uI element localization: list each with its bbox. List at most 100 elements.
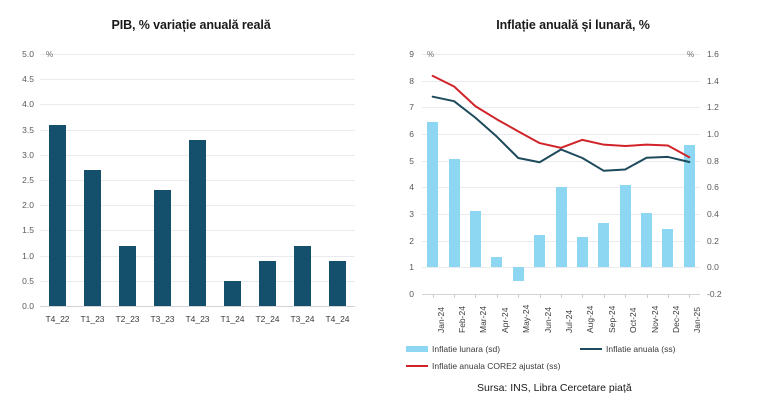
plot-area-pib (40, 54, 355, 307)
x-axis-tickmark (539, 294, 541, 298)
y-axis-tick-label: 5.0 (22, 49, 34, 59)
x-axis-tickmark (603, 294, 605, 298)
y-axis-left-tick-label: 4 (409, 182, 414, 193)
y-axis-left-tick-label: 6 (409, 129, 414, 139)
y-axis-tick-label: 4.5 (22, 74, 34, 85)
legend-swatch-bar-icon (406, 346, 428, 353)
bar[interactable] (189, 139, 206, 306)
x-axis-tickmark (689, 294, 691, 298)
line-series[interactable] (431, 95, 691, 172)
y-axis-left-tick-label: 3 (409, 209, 414, 219)
x-axis-tick-label: T3_24 (290, 314, 315, 324)
x-axis-tick-label: Jun-24 (542, 307, 553, 333)
y-axis-tick-label: 1.0 (22, 250, 34, 261)
x-axis-tick-label: Jul-24 (564, 309, 574, 333)
y-axis-right-tick-label: 0.2 (707, 235, 719, 246)
y-axis-right-tick-label: 0.8 (707, 155, 719, 166)
bar[interactable] (84, 169, 101, 306)
y-unit-label-left-inflatie: % (427, 50, 435, 59)
legend-swatch-line-icon (580, 348, 602, 351)
bar[interactable] (683, 144, 695, 268)
x-axis-tickmark (454, 294, 456, 298)
chart-pib: PIB, % variație anuală reală 0.0 0.5 1.0 1.… (22, 18, 355, 324)
gridline (422, 107, 700, 109)
lines-inflatie (431, 74, 691, 172)
gridline (40, 129, 355, 131)
y-axis-right-tick-label: 1.0 (707, 129, 719, 139)
x-axis-tick-label: T1_23 (80, 314, 105, 324)
bar[interactable] (555, 187, 567, 268)
x-axis-tick-label: Jan-25 (692, 307, 703, 333)
bar[interactable] (154, 190, 171, 306)
bar[interactable] (329, 260, 346, 306)
bar[interactable] (427, 122, 439, 268)
gridline (422, 160, 700, 162)
x-axis-tick-label: T1_24 (220, 314, 245, 324)
source-note: Sursa: INS, Libra Cercetare piață (477, 382, 632, 394)
x-axis-tick-label: May-24 (521, 304, 532, 333)
y-axis-right-tick-label: -0.2 (707, 289, 722, 299)
bar[interactable] (491, 256, 503, 268)
y-axis-tick-label: 3.5 (22, 124, 34, 135)
x-axis-tick-label: T3_23 (150, 314, 175, 324)
y-axis-tick-label: 1.5 (22, 225, 34, 236)
bar[interactable] (598, 223, 610, 268)
x-axis-tickmark (432, 294, 434, 298)
x-axis-tick-label: T2_23 (115, 314, 140, 324)
legend-label: Inflatie lunara (sd) (432, 344, 501, 354)
x-axis-tick-label: T4_22 (45, 314, 70, 324)
gridline (422, 267, 700, 269)
bar[interactable] (224, 280, 241, 306)
x-axis-tickmark (582, 294, 584, 298)
x-axis-tickmark (625, 294, 627, 298)
y-axis-left-tick-label: 8 (409, 75, 414, 86)
y-axis-left-tick-label: 7 (409, 102, 414, 113)
bar[interactable] (641, 212, 653, 268)
y-axis-right-tick-label: 1.2 (707, 102, 719, 113)
y-axis-right-tick-label: 1.4 (707, 75, 719, 86)
bar[interactable] (662, 228, 674, 268)
x-axis-tick-label: Sep-24 (606, 305, 617, 333)
legend-item-inflatie-anuala[interactable]: Inflatie anuala (ss) (580, 345, 675, 354)
plot-area-inflatie (422, 54, 700, 295)
bar[interactable] (259, 260, 276, 306)
x-axis-tickmark (496, 294, 498, 298)
x-axis-tick-label: T2_24 (255, 314, 280, 324)
x-axis-tick-label: Feb-24 (457, 306, 468, 333)
bar[interactable] (576, 236, 588, 268)
bar[interactable] (619, 184, 631, 268)
x-axis-tickmark (646, 294, 648, 298)
bar[interactable] (534, 235, 546, 268)
legend-item-core2[interactable]: Inflatie anuala CORE2 ajustat (ss) (406, 362, 561, 371)
bar[interactable] (469, 211, 481, 268)
y-axis-tick-label: 2.0 (22, 200, 34, 211)
y-axis-left-tick-label: 9 (409, 49, 414, 59)
line-series[interactable] (431, 74, 691, 159)
gridline (40, 306, 355, 307)
bar[interactable] (49, 124, 66, 306)
y-axis-left-tick-label: 1 (409, 262, 414, 273)
legend-label: Inflatie anuala CORE2 ajustat (ss) (432, 361, 561, 371)
bar[interactable] (448, 159, 460, 268)
x-axis-tick-label: Apr-24 (499, 307, 510, 333)
legend-item-inflatie-lunara[interactable]: Inflatie lunara (sd) (406, 345, 500, 354)
y-axis-right-tick-label: 0.4 (707, 209, 719, 219)
y-axis-tick-label: 0.0 (22, 301, 34, 311)
y-axis-right-tick-label: 1.6 (707, 49, 719, 59)
x-axis-tick-label: Mar-24 (478, 306, 489, 333)
bar[interactable] (512, 267, 524, 281)
bar[interactable] (119, 245, 136, 306)
gridline (40, 104, 355, 106)
y-axis-tick-label: 4.0 (22, 99, 34, 110)
gridline (40, 79, 355, 81)
x-axis-tick-label: Dec-24 (670, 305, 681, 333)
bar[interactable] (294, 245, 311, 306)
y-axis-left-tick-label: 0 (409, 289, 414, 299)
x-axis-tick-label: T4_24 (325, 314, 350, 324)
x-axis-tickmark (667, 294, 669, 298)
x-axis-tickmark (518, 294, 520, 298)
x-axis-tick-label: Oct-24 (628, 307, 639, 333)
gridline (422, 134, 700, 135)
x-axis-tick-label: Aug-24 (585, 305, 596, 333)
